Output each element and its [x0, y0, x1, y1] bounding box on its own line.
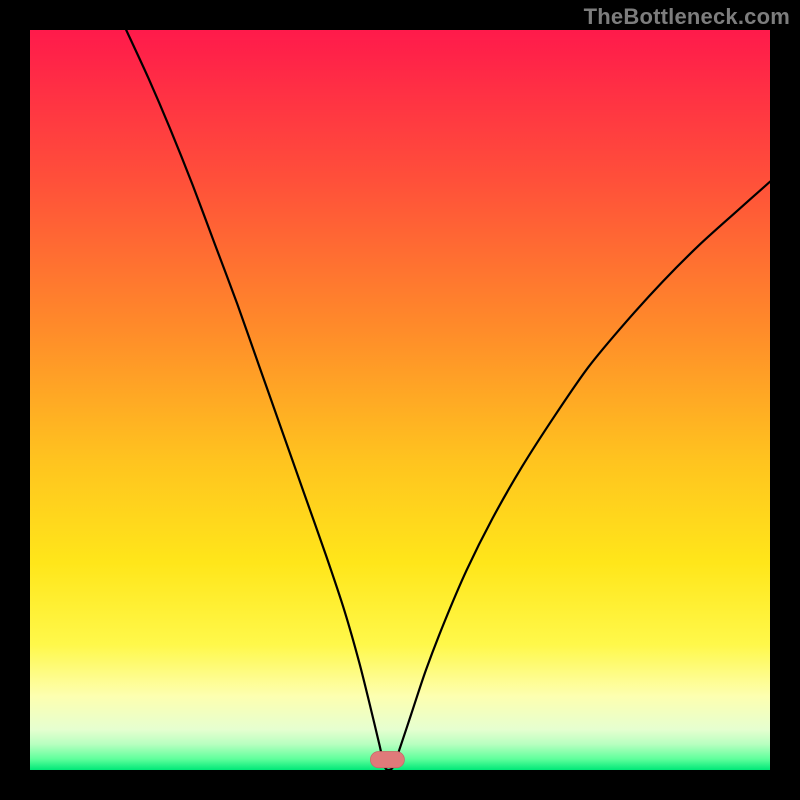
plot-background — [30, 30, 770, 770]
chart-stage: TheBottleneck.com — [0, 0, 800, 800]
chart-svg — [0, 0, 800, 800]
watermark-text: TheBottleneck.com — [584, 4, 790, 30]
minimum-marker — [370, 752, 404, 768]
